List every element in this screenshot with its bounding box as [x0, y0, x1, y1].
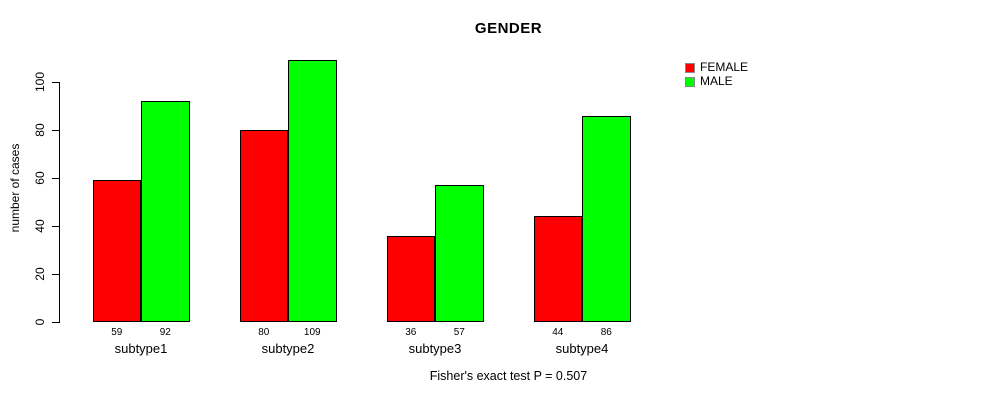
bar — [533, 216, 582, 322]
bar — [288, 60, 337, 322]
y-tick — [52, 321, 59, 323]
legend-label: MALE — [700, 74, 733, 88]
category-label: subtype1 — [114, 341, 168, 356]
y-tick-label: 40 — [33, 219, 47, 233]
y-tick — [52, 81, 59, 83]
bar-value-label: 92 — [159, 327, 171, 338]
category-label: subtype3 — [408, 341, 462, 356]
bar — [239, 130, 288, 322]
bar-value-label: 44 — [552, 327, 564, 338]
y-tick-label: 80 — [33, 123, 47, 137]
bar-value-label: 86 — [600, 327, 612, 338]
legend-swatch-male — [685, 76, 695, 87]
chart-title: GENDER — [474, 20, 543, 37]
category-label: subtype2 — [261, 341, 315, 356]
legend-item: MALE — [685, 75, 748, 88]
footnote: Fisher's exact test P = 0.507 — [429, 369, 588, 383]
y-tick-label: 20 — [33, 267, 47, 281]
y-tick — [52, 177, 59, 179]
bar-value-label: 59 — [111, 327, 123, 338]
bar — [141, 101, 190, 322]
category-label: subtype4 — [555, 341, 609, 356]
y-axis-line — [59, 82, 60, 323]
y-tick — [52, 225, 59, 227]
legend-label: FEMALE — [700, 60, 749, 74]
y-tick-label: 60 — [33, 171, 47, 185]
bar-value-label: 57 — [453, 327, 465, 338]
bar — [582, 115, 631, 322]
bar-value-label: 109 — [303, 327, 321, 338]
bar-value-label: 36 — [405, 327, 417, 338]
y-axis-label: number of cases — [8, 143, 22, 233]
y-tick — [52, 129, 59, 131]
legend-item: FEMALE — [685, 61, 748, 74]
bar — [92, 180, 141, 322]
legend: FEMALE MALE — [685, 61, 748, 89]
y-tick-label: 100 — [33, 71, 47, 93]
y-tick — [52, 273, 59, 275]
bar — [435, 185, 484, 322]
legend-swatch-female — [685, 62, 695, 73]
bar — [386, 235, 435, 322]
bar-value-label: 80 — [258, 327, 270, 338]
y-tick-label: 0 — [33, 318, 47, 326]
